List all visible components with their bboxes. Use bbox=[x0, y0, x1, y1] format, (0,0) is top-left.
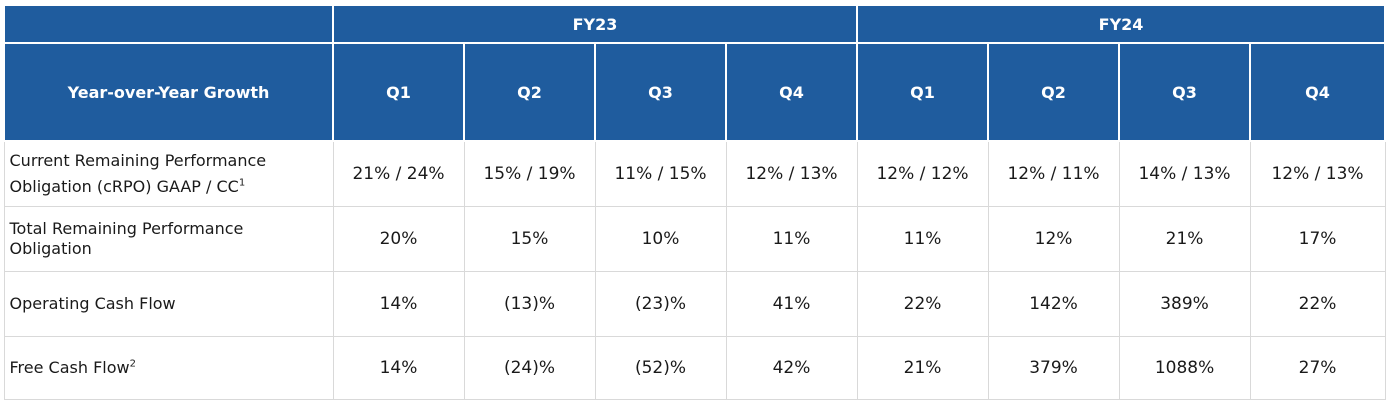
row-label: Total Remaining Performance Obligation bbox=[3, 206, 334, 272]
table-cell: 27% bbox=[1249, 336, 1386, 400]
yoy-growth-table: FY23 FY24 Year-over-Year Growth Q1 Q2 Q3… bbox=[3, 4, 1387, 400]
table-row: Free Cash Flow2 14% (24)% (52)% 42% 21% … bbox=[3, 336, 1386, 400]
table-cell: 42% bbox=[725, 336, 858, 400]
row-label: Current Remaining Performance Obligation… bbox=[3, 140, 334, 207]
quarter-header: Q3 bbox=[594, 42, 727, 142]
quarter-header: Q4 bbox=[724, 42, 859, 142]
row-label-text: Free Cash Flow bbox=[9, 358, 130, 377]
table-cell: 14% bbox=[332, 271, 465, 337]
row-label-line: Obligation (cRPO) GAAP / CC1 bbox=[10, 177, 333, 197]
table-row: Current Remaining Performance Obligation… bbox=[3, 140, 1386, 207]
table-cell: 11% bbox=[725, 206, 858, 272]
quarter-header: Q1 bbox=[856, 42, 990, 142]
row-label-text: Obligation (cRPO) GAAP / CC bbox=[9, 177, 239, 196]
quarter-header: Q2 bbox=[987, 42, 1121, 142]
fiscal-year-header-row: FY23 FY24 bbox=[3, 4, 1387, 44]
table-cell: 12% / 13% bbox=[1249, 140, 1386, 207]
fy24-header: FY24 bbox=[856, 4, 1387, 44]
row-label: Operating Cash Flow bbox=[3, 271, 334, 337]
table-cell: 12% / 13% bbox=[725, 140, 858, 207]
table-cell: 379% bbox=[987, 336, 1120, 400]
table-cell: 17% bbox=[1249, 206, 1386, 272]
row-label-line: Total Remaining Performance bbox=[9, 219, 244, 238]
table-cell: (52)% bbox=[594, 336, 727, 400]
quarter-header: Q4 bbox=[1249, 42, 1387, 142]
table-cell: 11% bbox=[856, 206, 989, 272]
table-cell: 15% bbox=[463, 206, 596, 272]
footnote-marker: 2 bbox=[129, 358, 136, 370]
table-cell: 389% bbox=[1118, 271, 1251, 337]
table-cell: 15% / 19% bbox=[463, 140, 596, 207]
table-cell: 21% / 24% bbox=[332, 140, 465, 207]
table-cell: 142% bbox=[987, 271, 1120, 337]
table-cell: 12% bbox=[987, 206, 1120, 272]
table-cell: 12% / 11% bbox=[987, 140, 1120, 207]
table-cell: 41% bbox=[725, 271, 858, 337]
table-cell: 14% bbox=[332, 336, 465, 400]
table-cell: (13)% bbox=[463, 271, 596, 337]
table-cell: (23)% bbox=[594, 271, 727, 337]
table-cell: 10% bbox=[594, 206, 727, 272]
row-header-label: Year-over-Year Growth bbox=[3, 42, 334, 142]
table-cell: (24)% bbox=[463, 336, 596, 400]
footnote-marker: 1 bbox=[238, 177, 246, 189]
corner-cell bbox=[3, 4, 334, 44]
table-cell: 14% / 13% bbox=[1118, 140, 1251, 207]
table-cell: 1088% bbox=[1118, 336, 1251, 400]
table-row: Operating Cash Flow 14% (13)% (23)% 41% … bbox=[3, 271, 1386, 337]
table-cell: 22% bbox=[856, 271, 989, 337]
quarter-header: Q1 bbox=[332, 42, 465, 142]
table-cell: 20% bbox=[332, 206, 465, 272]
quarter-header-row: Year-over-Year Growth Q1 Q2 Q3 Q4 Q1 Q2 … bbox=[3, 42, 1387, 142]
fy23-header: FY23 bbox=[331, 4, 859, 44]
table-cell: 21% bbox=[1118, 206, 1251, 272]
table-cell: 12% / 12% bbox=[856, 140, 989, 207]
table-cell: 22% bbox=[1249, 271, 1386, 337]
row-label-line: Current Remaining Performance bbox=[9, 151, 267, 170]
table-cell: 21% bbox=[856, 336, 989, 400]
quarter-header: Q3 bbox=[1118, 42, 1252, 142]
table-cell: 11% / 15% bbox=[594, 140, 727, 207]
row-label: Free Cash Flow2 bbox=[3, 336, 334, 400]
row-label-line: Obligation bbox=[9, 239, 92, 258]
quarter-header: Q2 bbox=[463, 42, 596, 142]
table-row: Total Remaining Performance Obligation 2… bbox=[3, 206, 1386, 272]
